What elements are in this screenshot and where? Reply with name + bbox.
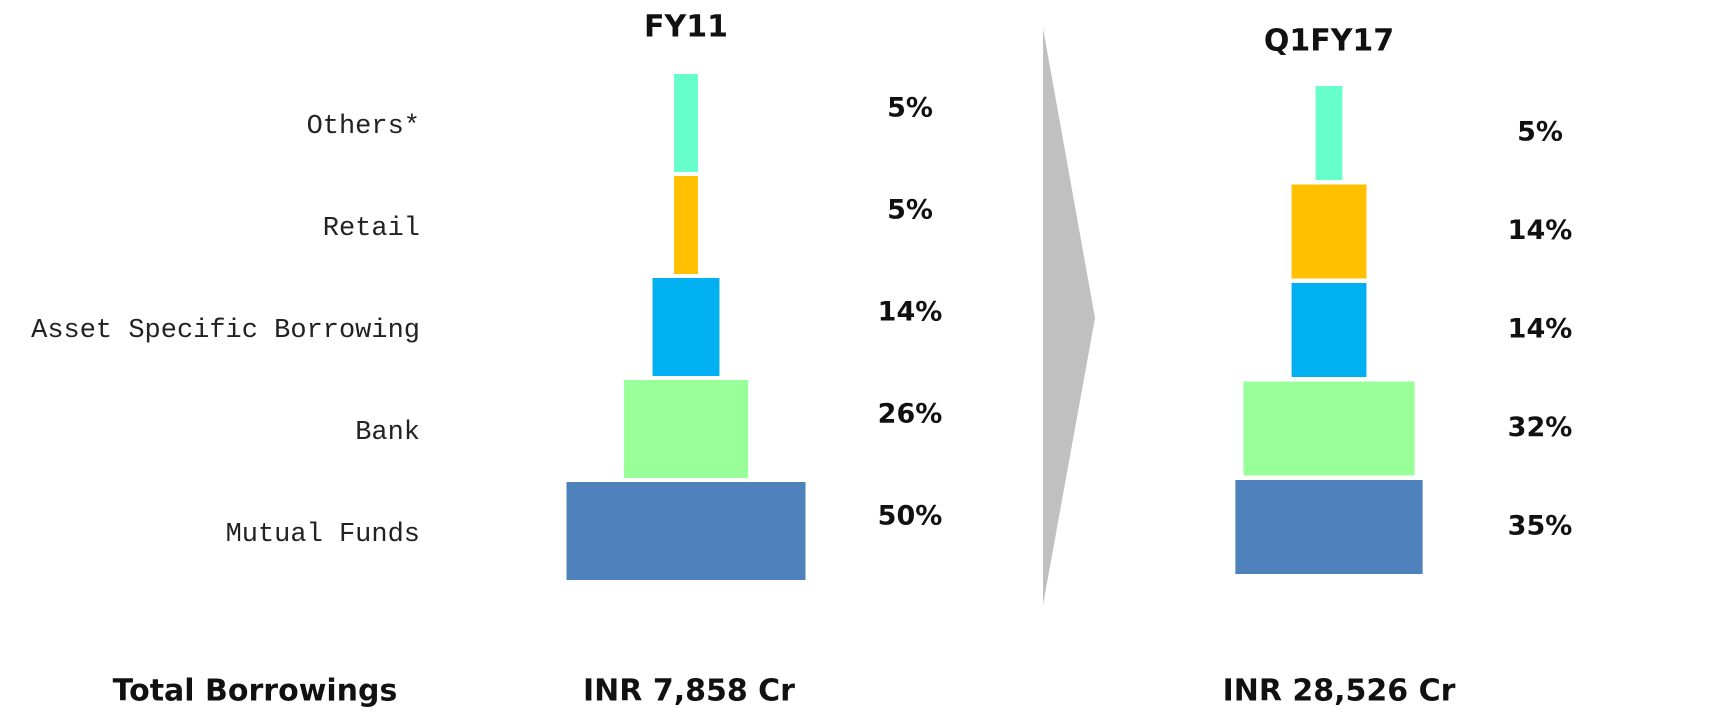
value-label: 14% xyxy=(878,297,943,328)
panel-total: INR 7,858 Cr xyxy=(583,674,795,709)
category-label: Others* xyxy=(307,112,420,142)
value-label: 14% xyxy=(1508,215,1573,246)
funnel-bar xyxy=(1291,184,1367,279)
panel-title: FY11 xyxy=(644,10,728,45)
funnel-bar xyxy=(1243,381,1415,476)
funnel-bar xyxy=(566,482,806,580)
arrow xyxy=(1043,28,1095,605)
funnel-bar xyxy=(1291,283,1367,377)
category-label: Asset Specific Borrowing xyxy=(31,316,420,346)
funnel-bar xyxy=(623,380,749,478)
value-label: 26% xyxy=(878,399,943,430)
value-label: 50% xyxy=(878,501,943,532)
category-label: Bank xyxy=(355,418,420,448)
total-label: Total Borrowings xyxy=(113,674,398,709)
category-label: Mutual Funds xyxy=(226,520,420,550)
value-label: 5% xyxy=(887,93,933,124)
value-label: 5% xyxy=(1517,117,1563,148)
panel-total: INR 28,526 Cr xyxy=(1223,674,1456,709)
panel-title: Q1FY17 xyxy=(1264,24,1394,59)
value-label: 14% xyxy=(1508,314,1573,345)
value-label: 5% xyxy=(887,195,933,226)
funnel-bar xyxy=(1315,86,1343,180)
value-label: 35% xyxy=(1508,511,1573,542)
funnel-bar xyxy=(652,278,720,376)
category-label: Retail xyxy=(323,214,420,244)
funnel-bar xyxy=(674,74,698,172)
value-label: 32% xyxy=(1508,412,1573,443)
funnel-bar xyxy=(1235,480,1423,574)
funnel-bar xyxy=(674,176,698,274)
